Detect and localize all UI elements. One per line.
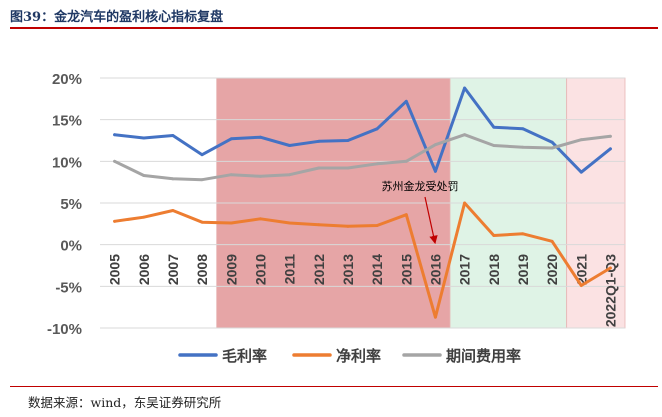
data-point xyxy=(259,135,262,139)
x-tick-label: 2012 xyxy=(311,254,327,285)
x-tick-label: 2017 xyxy=(457,254,473,285)
series-lines xyxy=(113,86,612,319)
data-point xyxy=(229,221,233,225)
data-point xyxy=(142,136,146,140)
legend: 毛利率 净利率 期间费用率 xyxy=(178,347,521,365)
data-point xyxy=(521,232,525,236)
x-tick-label: 2013 xyxy=(340,254,356,285)
x-tick-label: 2009 xyxy=(223,254,239,285)
data-point xyxy=(288,144,291,147)
data-point xyxy=(113,159,116,163)
data-point xyxy=(317,166,321,170)
data-point xyxy=(463,133,466,137)
data-point xyxy=(463,201,466,205)
x-tick-label: 2018 xyxy=(486,254,502,285)
x-tick-label: 2014 xyxy=(369,254,385,285)
data-point xyxy=(375,162,379,166)
data-point xyxy=(317,223,321,227)
annotation-group: 苏州金龙受处罚 xyxy=(382,179,459,245)
data-point xyxy=(375,224,379,227)
y-tick-label: 20% xyxy=(52,71,82,88)
data-point xyxy=(200,220,204,224)
data-point xyxy=(229,137,233,141)
data-point xyxy=(346,139,350,142)
data-point xyxy=(113,219,116,223)
data-point xyxy=(492,125,496,129)
data-point xyxy=(171,134,175,137)
x-tick-label: 2022Q1-Q3 xyxy=(602,254,618,327)
data-point xyxy=(521,145,525,149)
x-tick-label: 2019 xyxy=(515,254,531,285)
x-tick-label: 2005 xyxy=(107,254,123,285)
data-point xyxy=(550,140,554,144)
series-line-3 xyxy=(113,133,612,182)
data-point xyxy=(259,174,262,178)
page-title: 图39：金龙汽车的盈利核心指标复盘 xyxy=(10,10,224,25)
y-axis-tick-labels: 20% 15% 10% 5% 0% -5% -10% xyxy=(47,71,82,338)
y-tick-label: 15% xyxy=(52,113,82,130)
source-rule xyxy=(10,386,658,387)
title-rule xyxy=(10,27,658,29)
annotation-arrow xyxy=(424,196,438,245)
data-point xyxy=(404,99,408,103)
data-point xyxy=(288,173,291,177)
x-tick-label: 2020 xyxy=(544,254,560,285)
data-point xyxy=(200,153,204,157)
data-point xyxy=(171,177,175,181)
data-point xyxy=(521,127,525,131)
x-tick-label: 2015 xyxy=(398,254,414,285)
series-line-1 xyxy=(113,86,612,174)
data-point xyxy=(404,159,408,163)
data-point xyxy=(434,143,437,147)
y-tick-label: -10% xyxy=(47,321,82,338)
data-point xyxy=(113,133,116,137)
y-tick-label: 10% xyxy=(52,154,82,171)
data-point xyxy=(434,169,437,173)
data-point xyxy=(375,127,379,131)
legend-label-3: 期间费用率 xyxy=(446,347,521,365)
data-point xyxy=(579,170,583,174)
y-tick-label: 0% xyxy=(60,238,82,255)
x-tick-label: 2016 xyxy=(427,254,443,285)
data-point xyxy=(609,134,612,138)
data-point xyxy=(463,86,466,90)
data-point xyxy=(346,224,350,228)
data-point xyxy=(550,146,554,150)
data-point xyxy=(200,178,204,182)
data-point xyxy=(404,213,408,217)
data-point xyxy=(317,139,321,143)
series-line-2 xyxy=(113,201,612,319)
y-tick-label: -5% xyxy=(55,279,82,296)
chart: 20%15%10%5%0%-5%-10% 2005 2006 2007 2008 200… xyxy=(47,71,626,365)
x-tick-label: 2007 xyxy=(165,254,181,285)
data-point xyxy=(492,144,496,147)
data-point xyxy=(288,221,291,225)
data-point xyxy=(434,315,437,319)
legend-label-2: 净利率 xyxy=(336,347,381,365)
data-point xyxy=(229,173,233,177)
data-point xyxy=(492,234,496,237)
data-point xyxy=(609,147,612,151)
data-point xyxy=(142,215,146,219)
x-tick-label: 2011 xyxy=(282,254,298,285)
x-tick-label: 2010 xyxy=(252,254,268,285)
data-point xyxy=(579,138,583,142)
data-point xyxy=(579,284,583,287)
source-note: 数据来源：wind，东吴证券研究所 xyxy=(28,395,222,410)
y-tick-label: 5% xyxy=(60,196,82,213)
annotation-label: 苏州金龙受处罚 xyxy=(382,179,459,193)
data-point xyxy=(171,209,175,212)
data-point xyxy=(142,174,146,177)
data-point xyxy=(550,239,554,243)
data-point xyxy=(346,166,350,170)
x-tick-label: 2008 xyxy=(194,254,210,285)
x-axis-tick-labels: 2005 2006 2007 2008 2009 2010 2011 2012 2013 2014… xyxy=(107,254,619,327)
gridlines xyxy=(100,77,625,329)
data-point xyxy=(609,266,612,270)
x-tick-label: 2006 xyxy=(136,254,152,285)
legend-label-1: 毛利率 xyxy=(222,347,267,365)
data-point xyxy=(259,217,262,221)
